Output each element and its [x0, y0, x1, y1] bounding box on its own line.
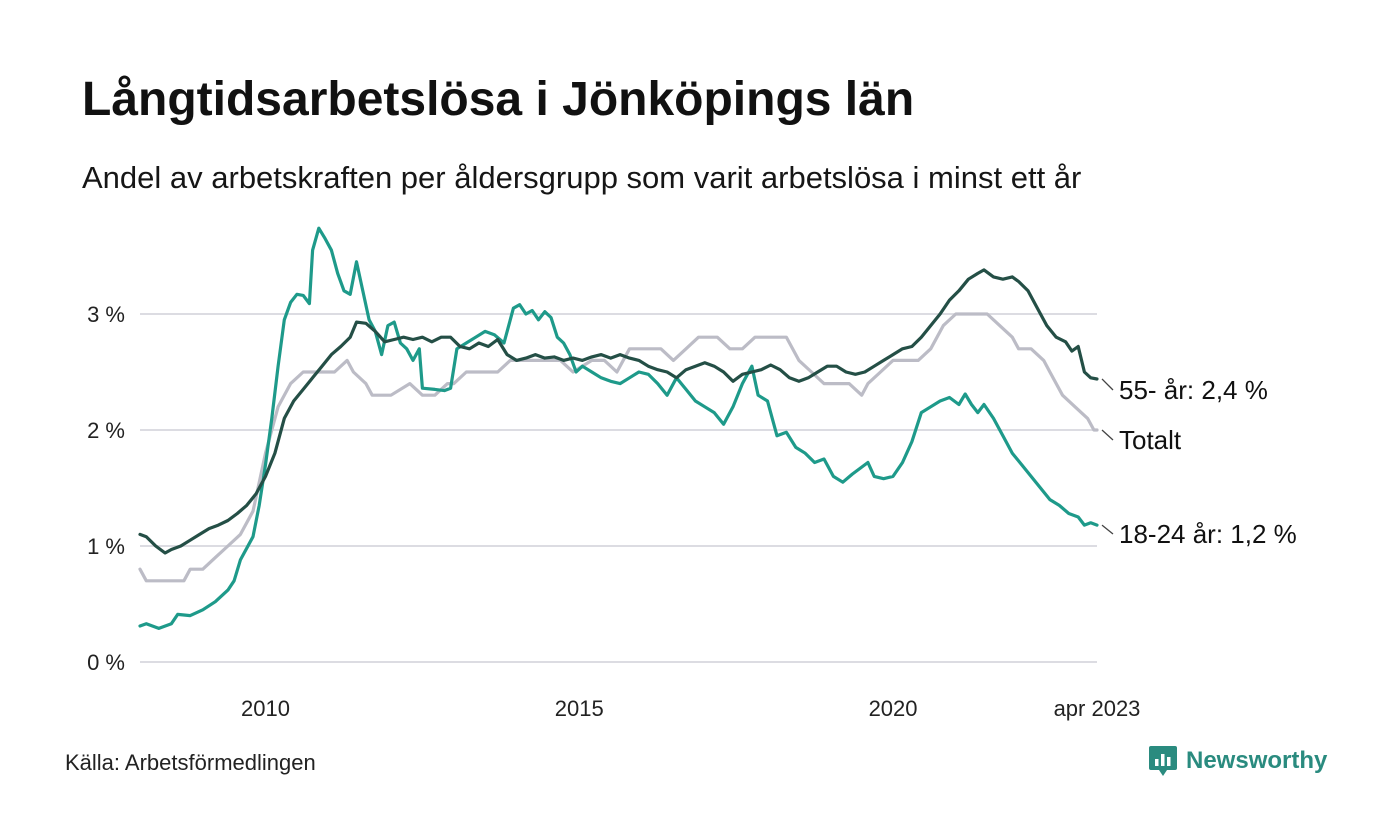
y-tick-label: 2 %: [87, 418, 125, 443]
series-label-connector: [1101, 429, 1114, 441]
series-lines: [138, 226, 1099, 630]
chart-subtitle: Andel av arbetskraften per åldersgrupp s…: [82, 160, 1082, 195]
brand[interactable]: Newsworthy: [1148, 744, 1327, 778]
grid-lines: [140, 313, 1097, 663]
x-tick-label: 2020: [869, 696, 918, 721]
y-axis-tick-labels: 0 % 1 % 2 % 3 %: [87, 302, 125, 675]
series-label-connector: [1101, 524, 1114, 535]
x-end-label: apr 2023: [1054, 696, 1141, 721]
series-line-s1824: [138, 226, 1099, 630]
series-line-s55: [138, 268, 1099, 555]
y-tick-label: 0 %: [87, 650, 125, 675]
series-line-total: [138, 312, 1099, 583]
source-note: Källa: Arbetsförmedlingen: [65, 750, 316, 775]
brand-name: Newsworthy: [1186, 747, 1328, 774]
y-tick-label: 3 %: [87, 302, 125, 327]
series-end-label-s1824: 18-24 år: 1,2 %: [1119, 519, 1297, 549]
series-end-label-total: Totalt: [1119, 425, 1182, 455]
series-end-label-s55: 55- år: 2,4 %: [1119, 375, 1268, 405]
y-tick-label: 1 %: [87, 534, 125, 559]
x-tick-label: 2010: [241, 696, 290, 721]
x-axis-tick-labels: 2010 2015 2020 apr 2023: [241, 696, 1140, 721]
series-label-connector: [1101, 378, 1114, 391]
series-end-labels: Totalt 18-24 år: 1,2 % 55- år: 2,4 %: [1101, 375, 1297, 549]
bar-chart-badge-icon: [1149, 746, 1177, 776]
chart-title: Långtidsarbetslösa i Jönköpings län: [82, 73, 915, 126]
x-tick-label: 2015: [555, 696, 604, 721]
